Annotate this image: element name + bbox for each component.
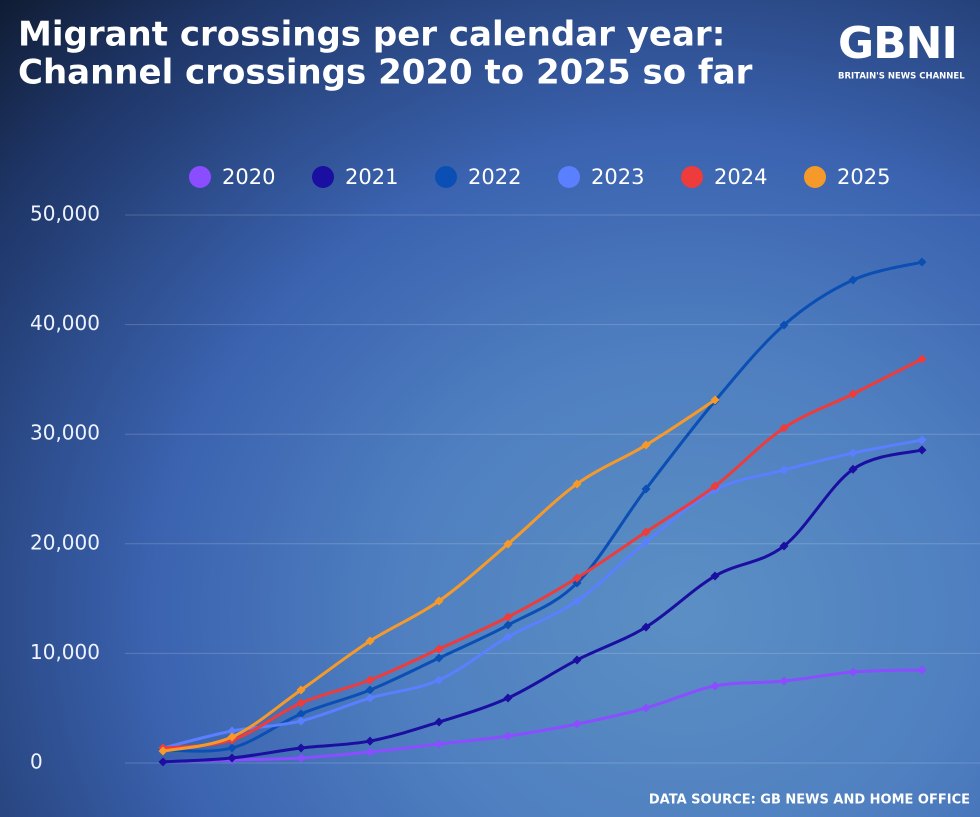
data-point — [641, 622, 651, 632]
data-point — [917, 435, 927, 445]
series-line — [162, 398, 716, 753]
data-point — [296, 716, 306, 726]
data-point — [365, 736, 375, 746]
logo-tagline: BRITAIN'S NEWS CHANNEL — [838, 72, 965, 82]
y-tick-label: 20,000 — [30, 530, 100, 554]
legend-label: 2020 — [222, 165, 275, 189]
data-point — [641, 484, 651, 494]
legend-swatch — [558, 166, 580, 188]
legend-swatch — [804, 166, 826, 188]
legend-swatch — [312, 166, 334, 188]
data-point — [296, 709, 306, 719]
data-point — [158, 757, 168, 767]
data-point — [641, 440, 651, 450]
data-point — [779, 676, 789, 686]
data-point — [434, 717, 444, 727]
chart-title: Migrant crossings per calendar year: — [18, 15, 725, 55]
legend-label: 2025 — [837, 165, 890, 189]
legend-label: 2022 — [468, 165, 521, 189]
data-point — [572, 655, 582, 665]
legend-label: 2024 — [714, 165, 767, 189]
data-point — [641, 703, 651, 713]
logo: GBNI — [838, 18, 957, 69]
series-line — [162, 668, 923, 764]
data-point — [848, 667, 858, 677]
y-tick-label: 30,000 — [30, 421, 100, 445]
data-point — [365, 636, 375, 646]
data-point — [503, 612, 513, 622]
series-line — [162, 438, 923, 750]
data-point — [434, 653, 444, 663]
data-point — [365, 693, 375, 703]
data-point — [848, 464, 858, 474]
data-point — [572, 573, 582, 583]
data-point — [158, 746, 168, 756]
data-point — [641, 527, 651, 537]
data-point — [227, 743, 237, 753]
data-point — [227, 732, 237, 742]
data-point — [917, 445, 927, 455]
data-point — [296, 753, 306, 763]
data-point — [779, 465, 789, 475]
data-point — [365, 747, 375, 757]
series-line — [162, 357, 923, 750]
data-point — [779, 320, 789, 330]
data-point — [434, 596, 444, 606]
y-tick-label: 40,000 — [30, 311, 100, 335]
y-tick-label: 50,000 — [30, 202, 100, 226]
data-point — [641, 537, 651, 547]
data-point — [572, 719, 582, 729]
chart-subtitle: Channel crossings 2020 to 2025 so far — [18, 53, 753, 93]
data-point — [227, 753, 237, 763]
data-point — [503, 693, 513, 703]
legend-swatch — [189, 166, 211, 188]
legend-label: 2023 — [591, 165, 644, 189]
legend-swatch — [435, 166, 457, 188]
data-point — [503, 731, 513, 741]
data-point — [227, 726, 237, 736]
data-point — [434, 675, 444, 685]
data-point — [434, 739, 444, 749]
data-point — [434, 644, 444, 654]
data-point — [503, 620, 513, 630]
data-point — [572, 596, 582, 606]
data-point — [710, 681, 720, 691]
data-point — [779, 541, 789, 551]
data-point — [296, 685, 306, 695]
legend-swatch — [681, 166, 703, 188]
data-point — [296, 698, 306, 708]
data-point — [848, 389, 858, 399]
data-point — [917, 257, 927, 267]
data-point — [917, 354, 927, 364]
data-point — [848, 448, 858, 458]
data-point — [779, 423, 789, 433]
y-tick-label: 0 — [30, 750, 43, 774]
data-point — [710, 395, 720, 405]
legend-label: 2021 — [345, 165, 398, 189]
data-point — [503, 539, 513, 549]
data-point — [365, 675, 375, 685]
data-point — [710, 571, 720, 581]
data-point — [296, 743, 306, 753]
data-point — [848, 275, 858, 285]
source-note: DATA SOURCE: GB NEWS AND HOME OFFICE — [649, 793, 970, 808]
data-point — [710, 481, 720, 491]
data-point — [365, 685, 375, 695]
data-point — [503, 632, 513, 642]
y-tick-label: 10,000 — [30, 640, 100, 664]
data-point — [572, 479, 582, 489]
data-point — [917, 665, 927, 675]
